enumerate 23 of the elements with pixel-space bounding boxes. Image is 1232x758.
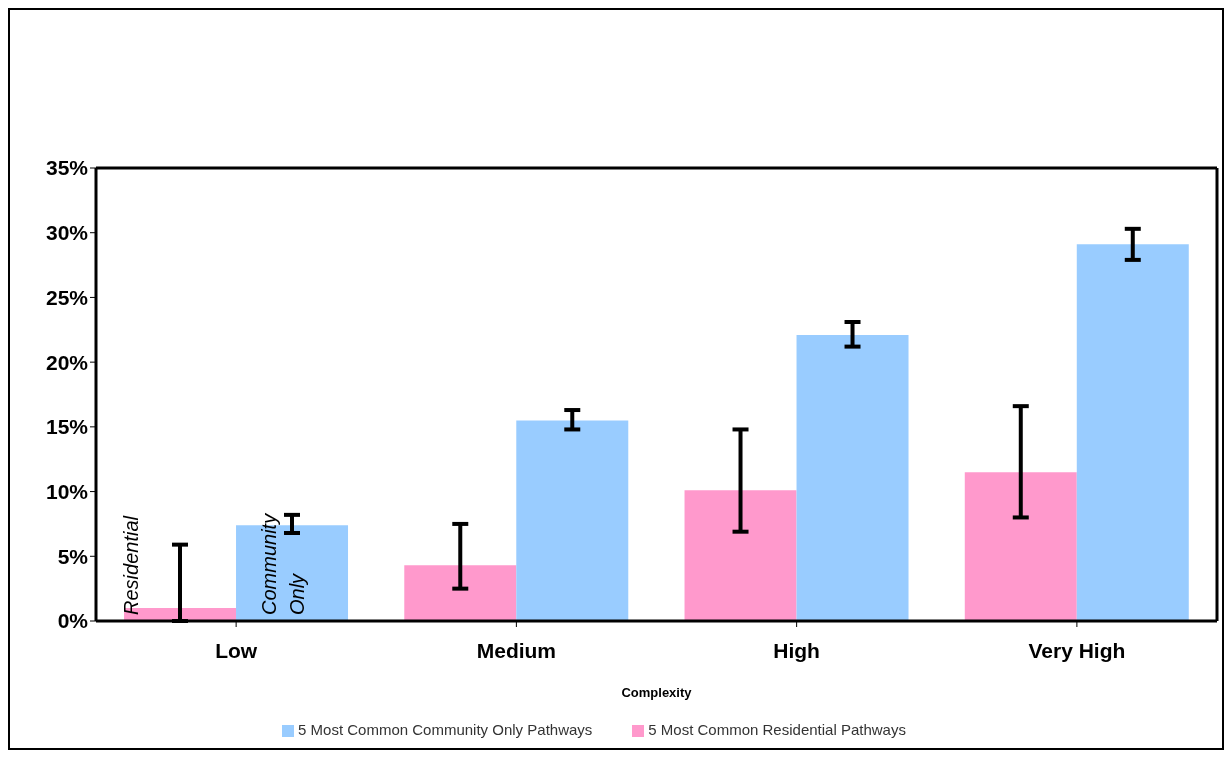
- x-tick-label: Low: [215, 638, 258, 662]
- annotation: Community Only: [258, 512, 309, 615]
- y-tick-label: 25%: [45, 285, 89, 309]
- x-tick-label: Very High: [1028, 638, 1126, 662]
- bar: [684, 490, 797, 621]
- bar: [1076, 244, 1189, 621]
- y-tick-label: 35%: [45, 156, 89, 180]
- y-tick-label: 30%: [45, 221, 89, 245]
- bar: [796, 334, 909, 621]
- bar: [964, 472, 1077, 621]
- legend-label: 5 Most Common Community Only Pathways: [298, 721, 593, 738]
- legend-label: 5 Most Common Residential Pathways: [648, 721, 906, 738]
- y-tick-label: 10%: [45, 480, 89, 504]
- y-tick-label: 0%: [57, 609, 89, 633]
- annotation: Residential: [120, 515, 143, 615]
- x-axis-title: Complexity: [621, 685, 693, 700]
- bar: [404, 565, 517, 621]
- x-tick-label: High: [773, 638, 820, 662]
- y-tick-label: 20%: [45, 350, 89, 374]
- bar: [516, 420, 629, 621]
- y-tick-label: 15%: [45, 415, 89, 439]
- x-tick-label: Medium: [476, 638, 557, 662]
- y-tick-label: 5%: [57, 544, 89, 568]
